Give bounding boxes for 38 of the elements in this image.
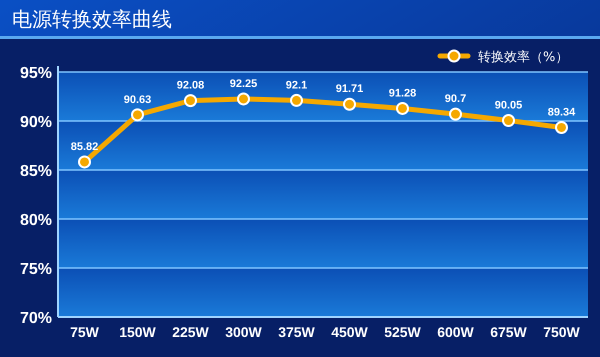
data-label: 91.71: [336, 83, 364, 96]
data-label: 92.25: [230, 78, 258, 90]
data-label: 92.08: [176, 80, 204, 92]
y-tick-label: 75%: [20, 261, 52, 278]
data-label: 90.63: [124, 94, 152, 106]
point: [184, 94, 197, 108]
x-tick-label: 300W: [225, 324, 263, 340]
x-tick-label: 225W: [172, 324, 210, 340]
y-tick-label: 70%: [20, 310, 52, 327]
point: [343, 98, 356, 111]
x-tick-label: 75W: [70, 324, 100, 340]
y-tick-label: 90%: [20, 114, 52, 131]
point: [290, 94, 303, 107]
point: [131, 108, 144, 122]
x-tick-label: 675W: [490, 324, 528, 340]
y-tick-label: 95%: [20, 65, 52, 82]
x-tick-label: 750W: [543, 324, 581, 340]
y-tick-label: 80%: [20, 212, 52, 229]
data-label: 90.05: [494, 100, 522, 112]
x-tick-label: 150W: [119, 324, 157, 340]
point: [502, 114, 515, 128]
point: [396, 102, 409, 115]
chart-title: 电源转换效率曲线: [12, 7, 172, 31]
x-tick-label: 450W: [331, 324, 369, 340]
point: [555, 120, 568, 134]
data-label: 89.34: [548, 106, 576, 118]
legend-label: 转换效率（%）: [478, 49, 568, 65]
x-tick-label: 525W: [384, 324, 422, 340]
point: [449, 108, 462, 121]
data-label: 85.82: [70, 140, 98, 153]
data-label: 91.28: [388, 87, 416, 100]
x-tick-label: 375W: [278, 324, 316, 340]
data-label: 92.1: [286, 79, 308, 92]
point: [237, 92, 250, 106]
y-tick-label: 85%: [20, 163, 52, 180]
point: [78, 155, 91, 168]
data-label: 90.7: [444, 93, 466, 106]
x-tick-label: 600W: [437, 324, 475, 340]
